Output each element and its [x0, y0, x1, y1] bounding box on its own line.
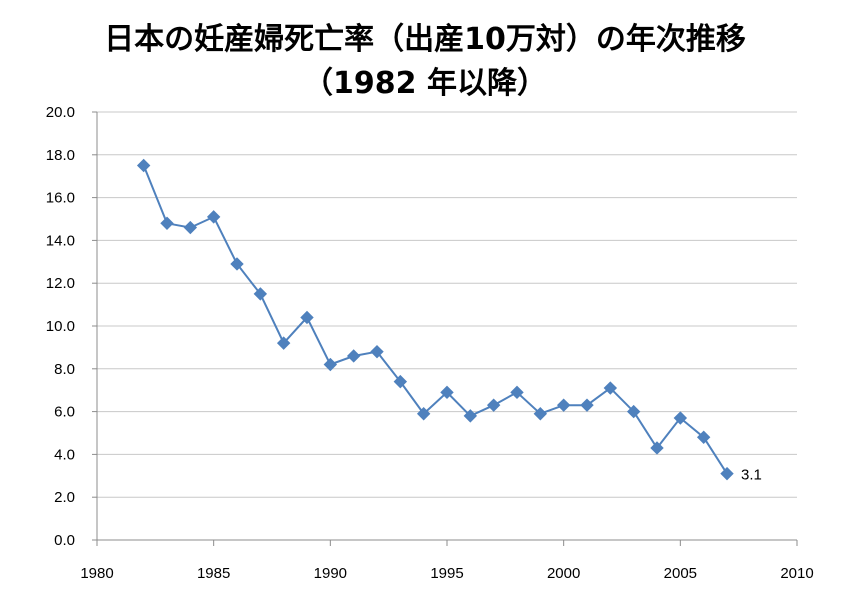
data-point — [696, 430, 711, 444]
y-tick-label: 2.0 — [54, 489, 75, 506]
data-point — [626, 404, 641, 419]
data-point — [720, 466, 734, 481]
data-point — [556, 398, 571, 412]
y-tick-label: 16.0 — [46, 190, 75, 207]
data-point — [136, 158, 151, 173]
chart-title-line-2: （1982 年以降） — [303, 66, 547, 101]
data-point — [253, 287, 268, 301]
y-tick-label: 18.0 — [46, 147, 75, 164]
data-point — [463, 409, 478, 423]
data-point — [416, 407, 431, 421]
y-tick-label: 12.0 — [46, 275, 75, 292]
y-tick-label: 8.0 — [54, 361, 75, 378]
data-point — [486, 398, 501, 412]
data-point — [650, 441, 664, 455]
data-point — [440, 385, 454, 400]
x-tick-label: 2010 — [780, 565, 813, 582]
data-point — [183, 220, 198, 235]
data-point — [603, 381, 618, 395]
data-point — [206, 210, 221, 224]
y-tick-label: 6.0 — [54, 404, 75, 421]
data-point — [370, 344, 384, 359]
data-point — [230, 257, 244, 271]
series-line — [142, 165, 728, 475]
x-tick-label: 2000 — [547, 565, 580, 582]
chart-title-line-1: 日本の妊産婦死亡率（出産10万対）の年次推移 — [104, 22, 746, 57]
data-point — [533, 407, 548, 421]
x-tick-label: 1985 — [197, 565, 230, 582]
x-tick-label: 2005 — [664, 565, 697, 582]
x-tick-label: 1980 — [80, 565, 113, 582]
data-point — [580, 398, 594, 412]
x-tick-label: 1995 — [430, 565, 463, 582]
data-point — [673, 411, 688, 425]
y-tick-label: 20.0 — [46, 104, 75, 121]
x-tick-label: 1990 — [314, 565, 347, 582]
data-point — [346, 349, 361, 363]
data-point — [300, 310, 314, 325]
data-point — [160, 216, 174, 230]
data-point — [323, 357, 338, 372]
data-point — [510, 385, 524, 400]
data-label: 3.1 — [741, 467, 762, 484]
y-tick-label: 10.0 — [46, 318, 75, 335]
y-tick-label: 14.0 — [46, 232, 75, 249]
data-point — [393, 374, 408, 389]
y-tick-label: 4.0 — [54, 446, 75, 463]
y-tick-label: 0.0 — [54, 532, 75, 549]
data-point — [276, 336, 291, 350]
